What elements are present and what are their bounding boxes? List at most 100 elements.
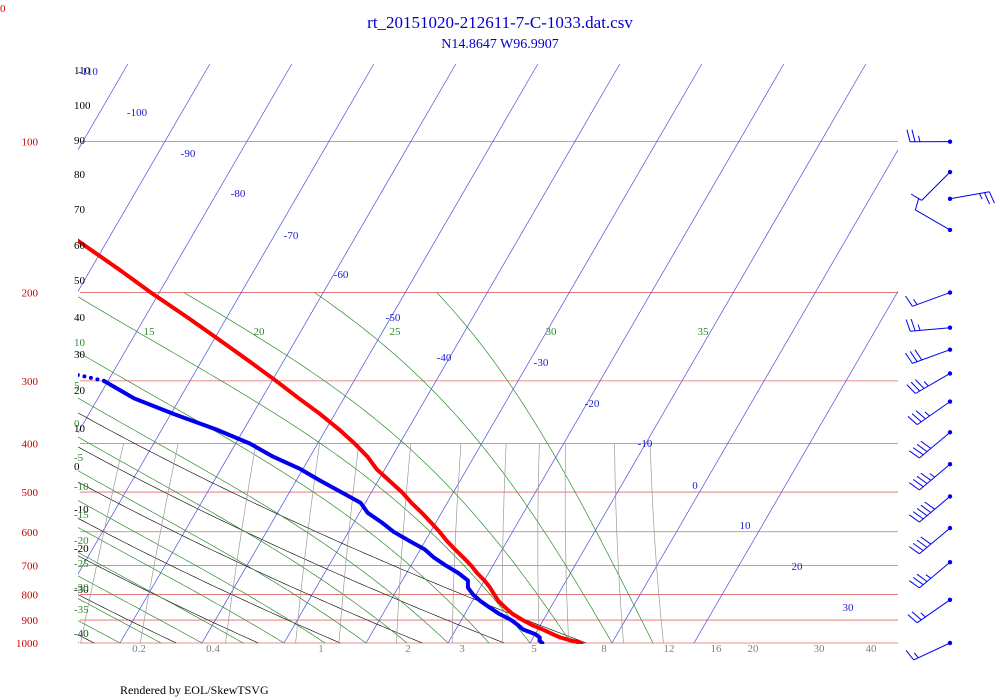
wind-barb-feather (916, 507, 928, 517)
temperature-dot (29, 131, 33, 135)
dewpoint-dot (47, 367, 51, 371)
temperature-profile (78, 238, 584, 644)
wind-barb-staff (921, 171, 951, 201)
mixing-ratio-label: 12 (664, 643, 675, 655)
dry-adiabat-left-label: 20 (74, 385, 86, 397)
wind-barb-station (947, 290, 953, 295)
moist-adiabat-left-label: -30 (74, 582, 89, 594)
dry-adiabat-left-label: -40 (74, 628, 89, 640)
dewpoint-dot (3, 359, 7, 363)
wind-barb-feather (911, 611, 922, 621)
pressure-tick-label: 100 (22, 137, 39, 149)
wind-barb-station (947, 227, 953, 233)
pressure-tick-label: 400 (22, 439, 39, 451)
pressure-tick-label: 900 (22, 615, 39, 627)
wind-barb-staff (910, 327, 951, 332)
dry-adiabat-left-label: 110 (74, 65, 91, 77)
isotherm-label: 10 (740, 520, 752, 532)
mixing-ratio-label: 16 (711, 643, 723, 655)
wind-barb-half-feather (979, 193, 983, 200)
dry-adiabat-line (78, 446, 505, 644)
footer-credit: Rendered by EOL/SkewTSVG (120, 683, 269, 697)
wind-barb-half-feather (918, 135, 921, 142)
moist-adiabat-line (78, 470, 367, 644)
wind-barb-station (947, 325, 953, 330)
wind-barb (905, 290, 953, 307)
wind-barb (909, 560, 953, 589)
wind-barb (906, 129, 953, 144)
wind-barb-feather (909, 514, 920, 523)
moist-adiabat-line (78, 598, 162, 644)
wind-barb-station (947, 347, 953, 352)
wind-barb-half-feather (929, 473, 935, 478)
wind-barb-feather (916, 539, 928, 548)
dry-adiabat-line (78, 518, 341, 644)
wind-barb-station (947, 139, 953, 144)
wind-barb-staff (949, 191, 990, 200)
wind-barb-staff (916, 599, 951, 624)
wind-barb-half-feather (924, 411, 930, 417)
dry-adiabat-left-label: -20 (74, 543, 89, 555)
moist-adiabat-label: 20 (254, 326, 266, 338)
wind-barb-feather (911, 129, 916, 142)
moist-adiabat-label: 15 (144, 326, 156, 338)
mixing-ratio-label: 1 (318, 643, 324, 655)
mixing-ratio-line (139, 443, 179, 644)
wind-barb-feather (906, 129, 911, 142)
moist-adiabat-line (78, 642, 80, 644)
wind-barb-feather (910, 193, 922, 201)
moist-adiabat-label: 30 (546, 326, 558, 338)
moist-adiabat-left-label: -35 (74, 604, 89, 616)
wind-barb (907, 597, 953, 624)
moist-adiabat-line (78, 527, 285, 644)
dry-adiabat-left-label: 30 (74, 349, 86, 361)
wind-barb-station (947, 371, 953, 376)
dry-adiabat-left-label: 40 (74, 312, 86, 324)
moist-adiabat-line (183, 292, 572, 644)
moist-adiabat-line (78, 296, 531, 644)
wind-barb-feather (909, 546, 920, 555)
moist-adiabat-line (78, 575, 203, 644)
wind-barb-feather (915, 379, 925, 389)
mixing-ratio-line (396, 443, 412, 644)
dewpoint-profile (101, 378, 545, 644)
pressure-tick-label: 800 (22, 589, 39, 601)
pressure-tick-label: 200 (22, 288, 39, 300)
dewpoint-dot (101, 378, 106, 383)
axis-labels: 1002003004005006007008009001000110100908… (16, 65, 877, 655)
wind-barb-staff (919, 463, 951, 491)
wind-barb-staff (919, 527, 951, 555)
mixing-ratio-line (80, 443, 124, 644)
isotherm-line (529, 63, 867, 644)
mixing-ratio-label: 2 (405, 643, 411, 655)
wind-barb-staff (912, 349, 951, 364)
mixing-ratio-label: 5 (531, 643, 537, 655)
pressure-tick-label: 700 (22, 560, 39, 572)
isotherm-label: -90 (181, 148, 196, 160)
wind-barb-feather (920, 504, 932, 513)
wind-barb-feather (910, 381, 921, 392)
moist-adiabat-left-label: -15 (74, 509, 89, 521)
sounding-profiles (3, 131, 584, 644)
dry-adiabat-left-label: 10 (74, 423, 86, 435)
moist-adiabat-left-label: -40 (74, 628, 89, 640)
moist-adiabat-left-label: 10 (74, 337, 86, 349)
dewpoint-dot (62, 370, 66, 374)
wind-barb-station (947, 169, 953, 175)
dry-adiabat-left-label: -10 (74, 504, 89, 516)
wind-barb (947, 191, 995, 205)
wind-barb (914, 197, 953, 233)
wind-barb-staff (913, 642, 951, 661)
dry-adiabat-line (78, 412, 587, 644)
dewpoint-dot (11, 360, 15, 364)
wind-barb-station (947, 399, 953, 404)
mixing-ratio-line (338, 443, 360, 644)
isotherm-line (78, 63, 293, 434)
wind-barb-staff (915, 209, 951, 231)
isotherm-label: -50 (386, 312, 401, 324)
dry-adiabat-line (78, 481, 423, 644)
dewpoint-dot (88, 375, 93, 380)
moist-adiabat-line (78, 620, 121, 644)
wind-barb-feather (911, 413, 922, 423)
wind-barb-feather (988, 191, 995, 204)
